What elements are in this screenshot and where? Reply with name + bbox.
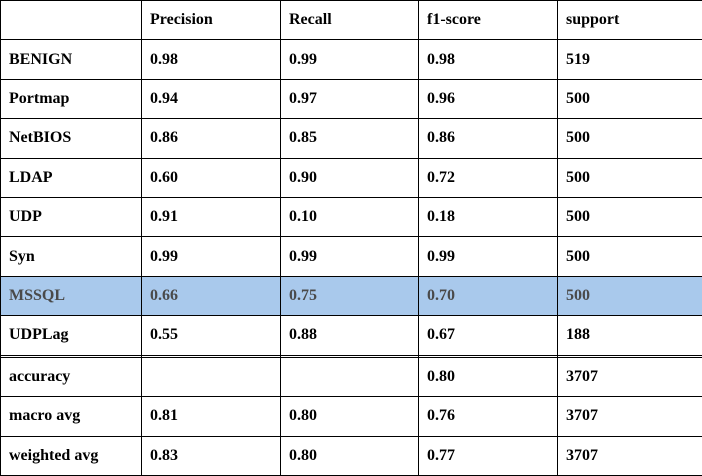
table-row — [0, 354, 702, 358]
cell-f1: 0.80 — [418, 356, 558, 398]
table-row: NetBIOS 0.86 0.85 0.86 500 — [0, 118, 702, 159]
cell-recall: 0.80 — [280, 435, 419, 476]
table-row: UDP 0.91 0.10 0.18 500 — [0, 197, 702, 238]
cell-label: NetBIOS — [0, 118, 142, 159]
cell-f1: 0.70 — [418, 275, 558, 317]
cell-support: 500 — [557, 197, 702, 238]
table-row: UDPLag 0.55 0.88 0.67 188 — [0, 315, 702, 356]
cell-label: weighted avg — [0, 435, 142, 476]
cell-f1: 0.96 — [418, 78, 558, 120]
cell-recall: 0.99 — [280, 39, 419, 80]
cell-precision: 0.83 — [141, 435, 281, 476]
cell-f1: 0.86 — [418, 118, 558, 159]
cell-label: BENIGN — [0, 39, 142, 80]
cell-precision: 0.98 — [141, 39, 281, 80]
header-cell-support: support — [557, 0, 702, 41]
cell-support: 500 — [557, 236, 702, 277]
cell-precision: 0.60 — [141, 157, 281, 199]
header-cell-precision: Precision — [141, 0, 281, 41]
cell-support: 500 — [557, 118, 702, 159]
cell-support: 3707 — [557, 435, 702, 476]
cell-f1: 0.98 — [418, 39, 558, 80]
cell-label: accuracy — [0, 356, 142, 398]
cell-support: 500 — [557, 157, 702, 199]
cell-precision: 0.86 — [141, 118, 281, 159]
header-cell-recall: Recall — [280, 0, 419, 41]
header-cell-f1: f1-score — [418, 0, 558, 41]
cell-f1: 0.77 — [418, 435, 558, 476]
cell-precision: 0.55 — [141, 315, 281, 356]
cell-recall — [280, 356, 419, 398]
cell-recall: 0.90 — [280, 157, 419, 199]
table-row: MSSQL 0.66 0.75 0.70 500 — [0, 275, 702, 317]
cell-precision: 0.94 — [141, 78, 281, 120]
cell-support: 3707 — [557, 356, 702, 398]
cell-support: 188 — [557, 315, 702, 356]
table-row: LDAP 0.60 0.90 0.72 500 — [0, 157, 702, 199]
cell-recall: 0.88 — [280, 315, 419, 356]
cell-recall: 0.80 — [280, 396, 419, 437]
cell-recall: 0.97 — [280, 78, 419, 120]
table-row: macro avg 0.81 0.80 0.76 3707 — [0, 396, 702, 437]
cell-label: Syn — [0, 236, 142, 277]
cell-f1: 0.76 — [418, 396, 558, 437]
table-row: BENIGN 0.98 0.99 0.98 519 — [0, 39, 702, 80]
header-row: Precision Recall f1-score support — [0, 0, 702, 41]
cell-precision: 0.99 — [141, 236, 281, 277]
cell-precision: 0.91 — [141, 197, 281, 238]
cell-precision: 0.66 — [141, 275, 281, 317]
cell-support: 519 — [557, 39, 702, 80]
cell-label: MSSQL — [0, 275, 142, 317]
table-row: Syn 0.99 0.99 0.99 500 — [0, 236, 702, 277]
cell-f1: 0.99 — [418, 236, 558, 277]
cell-label: macro avg — [0, 396, 142, 437]
table-row: accuracy 0.80 3707 — [0, 356, 702, 398]
cell-recall: 0.85 — [280, 118, 419, 159]
cell-recall: 0.10 — [280, 197, 419, 238]
table-row: Portmap 0.94 0.97 0.96 500 — [0, 78, 702, 120]
cell-precision: 0.81 — [141, 396, 281, 437]
cell-support: 500 — [557, 78, 702, 120]
cell-recall: 0.75 — [280, 275, 419, 317]
cell-f1: 0.18 — [418, 197, 558, 238]
cell-precision — [141, 356, 281, 398]
cell-label: UDP — [0, 197, 142, 238]
cell-recall: 0.99 — [280, 236, 419, 277]
cell-label: LDAP — [0, 157, 142, 199]
cell-support: 500 — [557, 275, 702, 317]
cell-support: 3707 — [557, 396, 702, 437]
cell-f1: 0.67 — [418, 315, 558, 356]
cell-label: Portmap — [0, 78, 142, 120]
header-cell-label — [0, 0, 142, 41]
table-row: weighted avg 0.83 0.80 0.77 3707 — [0, 435, 702, 476]
cell-f1: 0.72 — [418, 157, 558, 199]
cell-label: UDPLag — [0, 315, 142, 356]
